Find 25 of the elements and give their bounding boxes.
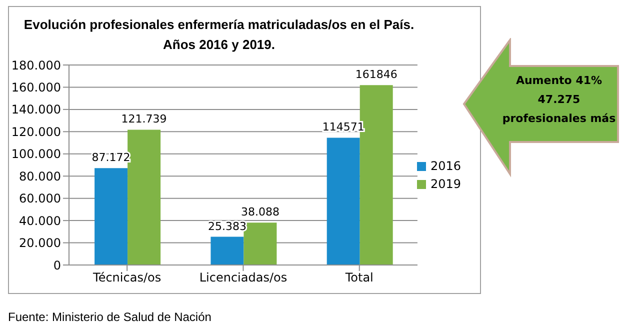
source-note: Fuente: Ministerio de Salud de Nación [8, 310, 212, 324]
y-tick-label: 60.000 [19, 192, 61, 206]
legend-label: 2019 [430, 177, 461, 191]
y-tick-label: 20.000 [19, 236, 61, 250]
data-label: 38.088 [240, 206, 280, 219]
y-tick-label: 120.000 [11, 124, 61, 139]
legend-label: 2016 [430, 159, 461, 173]
data-label: 161846 [355, 68, 398, 82]
y-tick-label: 40.000 [19, 214, 61, 228]
x-tick-label: Licenciadas/os [199, 270, 288, 285]
y-tick-label: 100.000 [11, 147, 61, 162]
bar [326, 138, 360, 265]
y-tick-label: 180.000 [11, 58, 61, 72]
text: Aumento 41% 47.275 profesionales más [501, 73, 617, 127]
y-tick-label: 0 [53, 258, 61, 272]
x-tick-label: Técnicas/os [92, 270, 162, 285]
y-tick-label: 80.000 [19, 169, 61, 184]
data-label: 121.739 [121, 112, 167, 126]
y-tick-label: 160.000 [11, 80, 61, 94]
y-tick-label: 140.000 [11, 102, 61, 117]
chart-title: Evolución profesionales enfermería matriculadas/os en el País. Años 2016 y 2019. [22, 16, 416, 54]
bar [94, 168, 128, 265]
bar [128, 130, 161, 265]
x-tick-label: Total [344, 270, 374, 285]
bar [210, 236, 244, 265]
